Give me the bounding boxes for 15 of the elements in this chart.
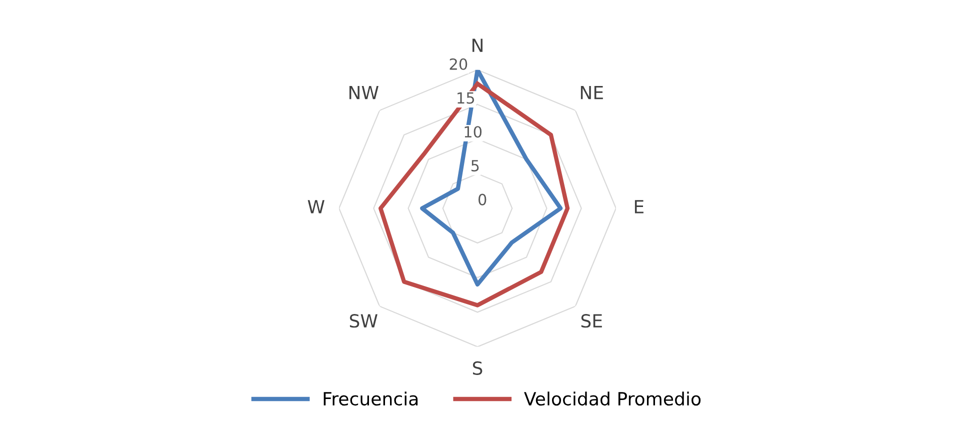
legend-label: Velocidad Promedio (524, 392, 701, 406)
spoke-label: N (472, 38, 482, 52)
y-tick-label: 10 (464, 126, 482, 138)
spoke-label: SW (350, 314, 378, 328)
spoke-label: W (308, 200, 324, 214)
y-tick-label: 0 (478, 194, 486, 206)
y-tick-label: 20 (450, 58, 468, 70)
spoke-label: NW (349, 86, 378, 100)
y-tick-label: 5 (471, 160, 479, 172)
spoke-label: NE (580, 86, 603, 100)
spoke-label: S (472, 361, 482, 375)
y-tick-label: 15 (458, 92, 474, 104)
spoke-label: SE (581, 314, 602, 328)
spoke-label: E (634, 200, 644, 214)
legend-label: Frecuencia (324, 392, 418, 406)
